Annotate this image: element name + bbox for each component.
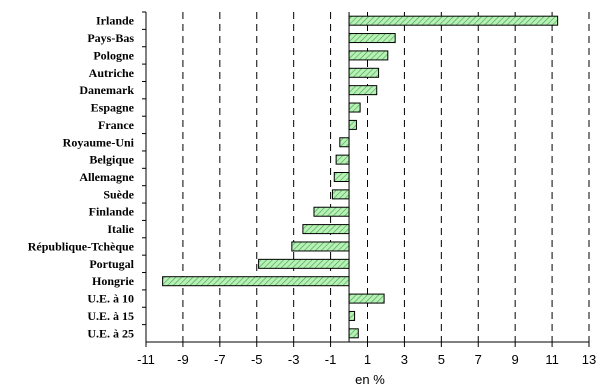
category-label: Italie [107, 222, 134, 236]
category-label: Portugal [89, 257, 134, 271]
bar [348, 293, 385, 304]
bar [348, 102, 361, 113]
category-label: Pologne [93, 48, 134, 62]
category-label: Royaume-Uni [63, 135, 135, 149]
bar [348, 50, 389, 61]
category-label: France [98, 118, 135, 132]
x-tick-label: -11 [137, 352, 155, 367]
x-tick-label: 13 [582, 352, 596, 367]
bar [313, 206, 350, 217]
axes [142, 11, 590, 347]
bar [302, 224, 350, 235]
x-tick-label: -9 [177, 352, 189, 367]
bar [348, 328, 359, 339]
tick-labels: -11 -9 -7 -5 -3 -1 1 3 5 7 9 11 13 [137, 352, 596, 367]
x-tick-label: -3 [288, 352, 300, 367]
category-label: Danemark [79, 83, 134, 97]
bar [348, 33, 396, 44]
category-label: Suède [103, 187, 134, 201]
category-label: Autriche [89, 66, 135, 80]
x-tick-label: 7 [475, 352, 482, 367]
bar [348, 119, 357, 130]
bars [162, 15, 559, 339]
category-label: U.E. à 15 [87, 309, 134, 323]
category-label: République-Tchèque [28, 239, 135, 253]
x-tick-label: 5 [438, 352, 445, 367]
x-tick-label: 3 [401, 352, 408, 367]
bar [348, 310, 356, 321]
category-label: U.E. à 25 [87, 326, 134, 340]
x-tick-label: -5 [251, 352, 263, 367]
x-tick-label: 1 [364, 352, 371, 367]
grid-lines [182, 12, 590, 342]
category-label: Irlande [96, 14, 135, 28]
bar [348, 15, 559, 26]
category-label: Pays-Bas [87, 31, 134, 45]
bar [331, 189, 350, 200]
bar [162, 276, 350, 287]
category-label: Hongrie [92, 274, 135, 288]
bar [348, 85, 378, 96]
category-label: Belgique [89, 153, 134, 167]
x-tick-label: -1 [325, 352, 337, 367]
bar [333, 172, 350, 182]
category-label: Espagne [91, 101, 135, 115]
bar [258, 258, 350, 269]
x-axis-title: en % [355, 372, 385, 387]
bar [348, 67, 380, 78]
category-label: Finlande [89, 205, 135, 219]
x-tick-label: 11 [545, 352, 559, 367]
category-label: Allemagne [79, 170, 134, 184]
x-tick-label: -7 [214, 352, 226, 367]
category-labels: Irlande Pays-Bas Pologne Autriche Danemark Es… [28, 14, 135, 341]
bar [335, 154, 350, 165]
bar [339, 137, 350, 148]
bar [291, 241, 350, 252]
category-label: U.E. à 10 [87, 292, 134, 306]
x-tick-label: 9 [512, 352, 519, 367]
